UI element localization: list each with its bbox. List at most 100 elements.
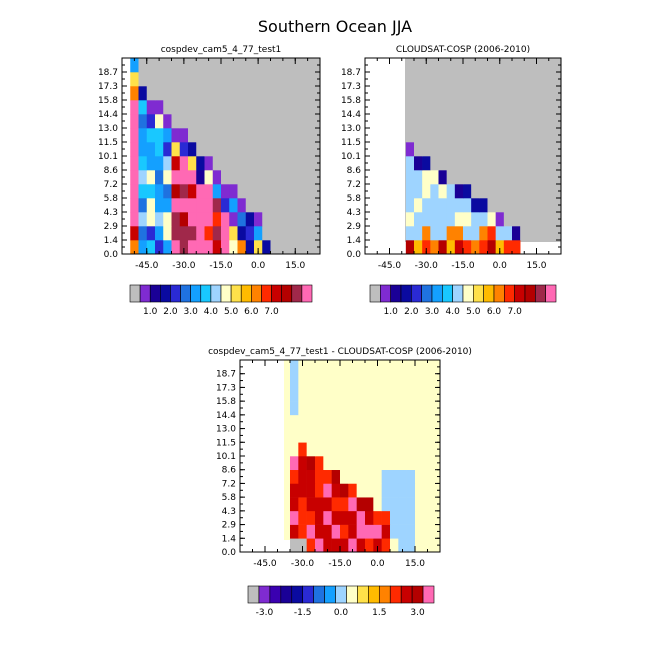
heatmap-cell (414, 128, 423, 143)
x-tick-label: -45.0 (253, 559, 277, 569)
y-tick-label: 17.3 (341, 82, 361, 92)
colorbar-box (422, 585, 435, 604)
heatmap-cell (188, 86, 197, 101)
heatmap-cell (512, 226, 521, 241)
heatmap-cell (295, 240, 304, 255)
heatmap-cell (348, 442, 357, 457)
heatmap-cell (512, 86, 521, 101)
heatmap-cell (331, 538, 341, 553)
heatmap-cell (415, 510, 424, 525)
heatmap-cell (262, 100, 271, 115)
heatmap-cell (196, 100, 205, 115)
heatmap-cell (130, 240, 139, 255)
y-tick-label: 2.9 (222, 521, 237, 531)
heatmap-cell (221, 198, 230, 213)
heatmap-cell (306, 442, 316, 457)
heatmap-cell (163, 198, 172, 213)
heatmap-cell (290, 497, 299, 512)
heatmap-cell (552, 156, 562, 171)
heatmap-cell (290, 538, 299, 553)
y-tick-label: 15.8 (98, 96, 118, 106)
y-tick-label: 14.4 (98, 110, 118, 120)
heatmap-cell (536, 184, 545, 199)
heatmap-cell (423, 414, 432, 429)
heatmap-cell (423, 387, 432, 402)
heatmap-cell (487, 128, 496, 143)
heatmap-cell (196, 58, 205, 73)
heatmap-cell (422, 86, 431, 101)
heatmap-cell (431, 510, 441, 525)
heatmap-cell (290, 401, 299, 416)
heatmap-cell (171, 156, 181, 171)
heatmap-cell (487, 156, 496, 171)
heatmap-cell (503, 184, 513, 199)
heatmap-cell (381, 538, 391, 553)
heatmap-cell (179, 184, 189, 199)
heatmap-cell (422, 226, 431, 241)
heatmap-cell (398, 524, 407, 539)
heatmap-cell (446, 170, 456, 185)
heatmap-cell (390, 387, 399, 402)
colorbar-box (210, 284, 222, 303)
heatmap-cell (503, 226, 513, 241)
heatmap-cell (278, 226, 288, 241)
y-tick-label: 11.5 (98, 138, 118, 148)
heatmap-cell (536, 114, 545, 129)
x-tick-label: 0.0 (251, 261, 266, 271)
y-tick-label: 2.9 (104, 222, 119, 232)
heatmap-cell (331, 497, 341, 512)
heatmap-cell (398, 401, 407, 416)
heatmap-cell (311, 72, 321, 87)
heatmap-cell (212, 142, 222, 157)
heatmap-cell (245, 114, 255, 129)
heatmap-cell (422, 240, 431, 255)
heatmap-cell (270, 100, 280, 115)
heatmap-cell (303, 128, 313, 143)
heatmap-cell (373, 483, 382, 498)
heatmap-cell (406, 538, 416, 553)
heatmap-cell (463, 114, 472, 129)
heatmap-cell (179, 128, 189, 143)
heatmap-cell (512, 198, 521, 213)
heatmap-cell (221, 72, 230, 87)
heatmap-cell (463, 142, 472, 157)
heatmap-cell (138, 240, 148, 255)
heatmap-cell (315, 538, 324, 553)
heatmap-cell (287, 86, 296, 101)
heatmap-cell (495, 58, 505, 73)
heatmap-cell (163, 100, 172, 115)
heatmap-cell (171, 226, 181, 241)
heatmap-cell (188, 114, 197, 129)
heatmap-cell (287, 240, 296, 255)
heatmap-cell (196, 184, 205, 199)
heatmap-cell (463, 72, 472, 87)
heatmap-cell (138, 128, 148, 143)
heatmap-cell (315, 414, 324, 429)
heatmap-cell (146, 226, 156, 241)
heatmap-cell (290, 483, 299, 498)
heatmap-cell (287, 128, 296, 143)
heatmap-cell (520, 72, 529, 87)
heatmap-cell (430, 142, 439, 157)
heatmap-cell (415, 497, 424, 512)
colorbar-box (247, 585, 260, 604)
heatmap-cell (204, 114, 214, 129)
colorbar-label: -3.0 (256, 608, 274, 618)
heatmap-cell (544, 128, 554, 143)
heatmap-cell (487, 212, 496, 227)
heatmap-cell (311, 100, 321, 115)
heatmap-cell (398, 497, 407, 512)
x-tick-label: -45.0 (135, 261, 159, 271)
heatmap-cell (414, 86, 423, 101)
y-tick-label: 1.4 (222, 534, 237, 544)
heatmap-cell (237, 128, 247, 143)
heatmap-cell (423, 483, 432, 498)
heatmap-cell (340, 524, 349, 539)
heatmap-cell (390, 373, 399, 388)
heatmap-cell (487, 226, 496, 241)
heatmap-cell (229, 240, 238, 255)
heatmap-cell (146, 156, 156, 171)
heatmap-cell (356, 538, 366, 553)
heatmap-cell (204, 226, 214, 241)
y-tick-label: 5.8 (222, 493, 237, 503)
